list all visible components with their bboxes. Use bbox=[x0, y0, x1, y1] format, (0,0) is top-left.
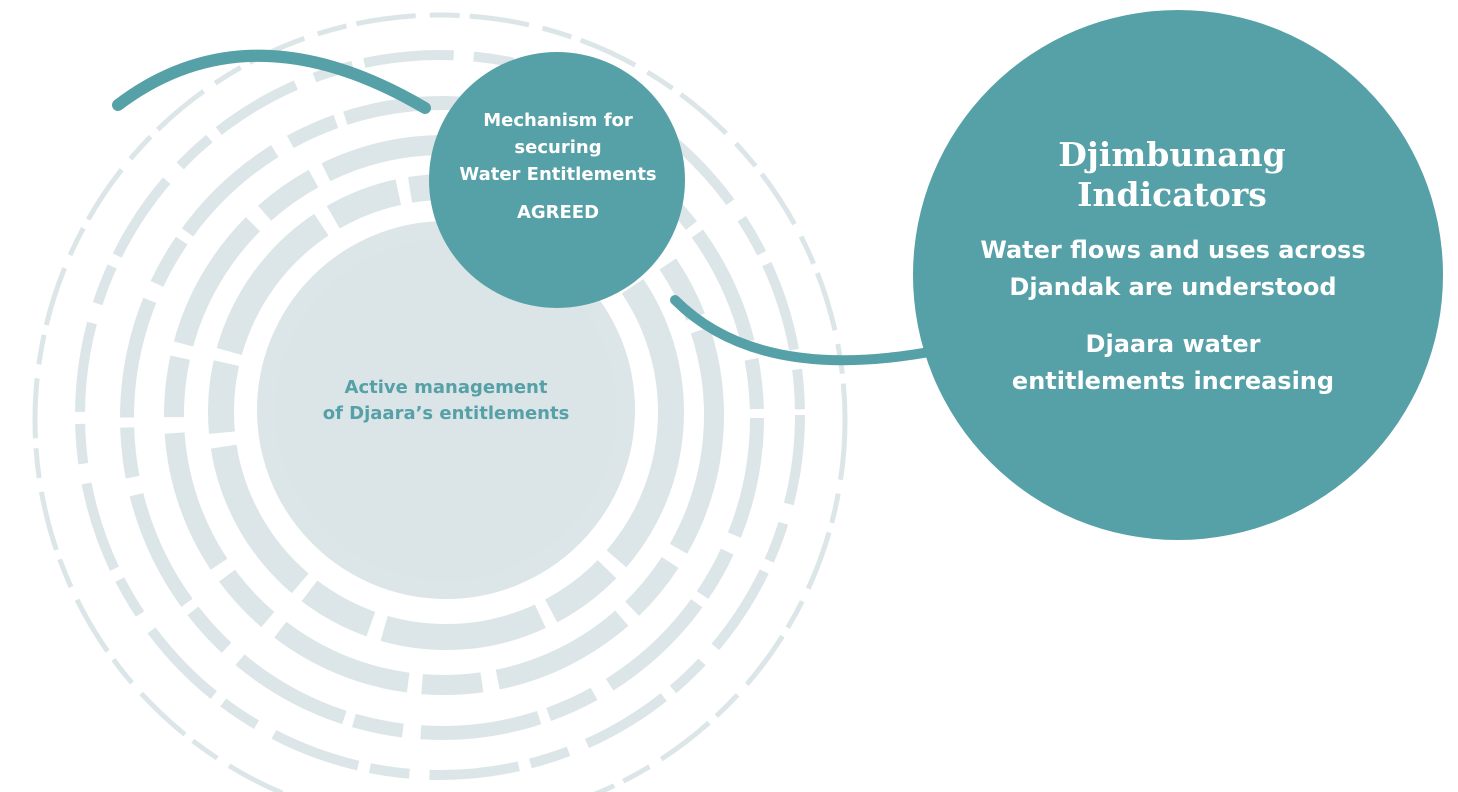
indicators-circle bbox=[913, 10, 1443, 540]
connector-arc bbox=[112, 49, 431, 114]
mechanism-circle bbox=[429, 52, 685, 308]
indicator-item: Djandak are understood bbox=[1009, 273, 1336, 301]
indicator-item: Djaara water bbox=[1086, 330, 1261, 358]
mechanism-text: Mechanism for bbox=[483, 110, 633, 131]
swirl-label: Active management bbox=[345, 377, 548, 398]
connector-arc bbox=[670, 295, 945, 366]
mechanism-status: AGREED bbox=[517, 202, 599, 223]
swirl-label: of Djaara’s entitlements bbox=[323, 403, 570, 424]
indicator-item: entitlements increasing bbox=[1012, 367, 1334, 395]
swirl-ring bbox=[75, 50, 805, 780]
swirl-ring bbox=[32, 12, 848, 792]
swirl-ring bbox=[120, 96, 764, 740]
indicators-title: Indicators bbox=[1077, 175, 1267, 214]
mechanism-text: Water Entitlements bbox=[459, 164, 656, 185]
indicators-title: Djimbunang bbox=[1058, 135, 1286, 174]
mechanism-text: securing bbox=[514, 137, 601, 158]
indicator-item: Water flows and uses across bbox=[980, 236, 1365, 264]
